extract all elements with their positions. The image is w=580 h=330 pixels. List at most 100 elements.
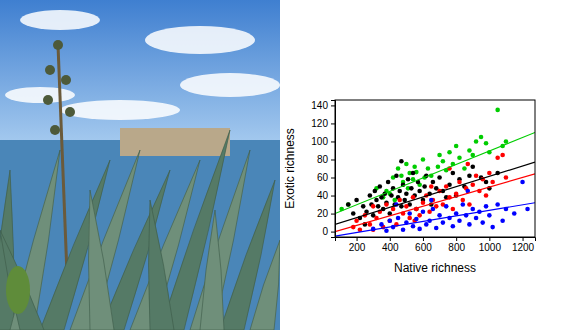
photo	[0, 0, 280, 330]
point	[407, 211, 412, 216]
point	[389, 193, 394, 198]
y-tick-label: 120	[311, 118, 328, 129]
point	[520, 180, 525, 185]
y-tick-mark	[331, 178, 335, 179]
point	[346, 202, 351, 207]
point	[441, 220, 446, 225]
point	[484, 141, 489, 146]
point	[441, 159, 446, 164]
agave-leaf	[149, 200, 175, 330]
y-tick-mark	[331, 105, 335, 106]
point	[411, 224, 416, 229]
point	[378, 184, 383, 189]
y-tick-label: 20	[317, 208, 329, 219]
x-tick: 1200	[512, 237, 535, 253]
y-axis-line	[331, 101, 336, 238]
y-tick: 40	[317, 190, 335, 201]
fit-line	[335, 174, 535, 232]
point	[401, 227, 406, 232]
flower-cluster	[43, 95, 53, 105]
cloud	[20, 10, 100, 30]
y-tick-mark	[331, 123, 335, 124]
point	[484, 193, 489, 198]
point	[384, 228, 389, 233]
flower-cluster	[65, 107, 75, 117]
point	[454, 191, 459, 196]
x-tick-label: 200	[349, 242, 366, 253]
point	[361, 204, 366, 209]
series	[346, 159, 500, 227]
agave-leaf	[0, 230, 44, 330]
y-axis-title: Exotic richness	[283, 128, 297, 209]
point	[421, 200, 426, 205]
point	[421, 157, 426, 162]
point	[461, 202, 466, 207]
point	[406, 177, 411, 182]
point	[512, 211, 517, 216]
point	[495, 155, 500, 160]
point	[394, 173, 399, 178]
y-tick: 100	[311, 136, 335, 147]
point	[465, 162, 470, 167]
point	[474, 139, 479, 144]
sea	[0, 140, 280, 330]
x-tick-mark	[423, 237, 424, 241]
point	[457, 180, 462, 185]
point	[474, 173, 479, 178]
point	[399, 173, 404, 178]
point	[421, 209, 426, 214]
point	[422, 184, 427, 189]
point	[437, 213, 442, 218]
point	[399, 159, 404, 164]
point	[474, 216, 479, 221]
point	[387, 218, 392, 223]
point	[451, 224, 456, 229]
point	[487, 213, 492, 218]
point	[371, 204, 376, 209]
x-tick-label: 1000	[479, 242, 502, 253]
cloud	[145, 26, 255, 54]
plot-frame	[335, 100, 535, 237]
point	[354, 218, 359, 223]
point	[487, 171, 492, 176]
point	[429, 198, 434, 203]
x-tick-label: 800	[448, 242, 465, 253]
point	[396, 216, 401, 221]
point	[368, 222, 373, 227]
point	[368, 193, 373, 198]
x-axis: 20040060080010001200	[336, 237, 536, 253]
point	[404, 191, 409, 196]
point	[431, 180, 436, 185]
point	[490, 225, 495, 230]
point	[412, 164, 417, 169]
y-tick-mark	[331, 141, 335, 142]
point	[457, 218, 462, 223]
point	[500, 153, 505, 158]
point	[404, 204, 409, 209]
flower-cluster	[45, 65, 55, 75]
point	[386, 180, 391, 185]
point	[417, 227, 422, 232]
point	[404, 162, 409, 167]
point	[470, 207, 475, 212]
point	[379, 222, 384, 227]
x-tick: 600	[415, 237, 432, 253]
x-axis-line	[336, 238, 536, 242]
point	[470, 164, 475, 169]
point	[426, 166, 431, 171]
point	[461, 198, 466, 203]
x-tick-mark	[523, 237, 524, 241]
x-tick-mark	[390, 237, 391, 241]
series	[339, 108, 508, 212]
y-tick: 80	[317, 154, 335, 165]
x-tick-label: 600	[415, 242, 432, 253]
point	[444, 204, 449, 209]
agave-leaf	[89, 190, 115, 330]
x-tick: 800	[448, 237, 465, 253]
point	[411, 195, 416, 200]
agave-leaf	[160, 130, 230, 330]
x-tick-mark	[456, 237, 457, 241]
cloud	[5, 87, 75, 103]
point	[437, 175, 442, 180]
point	[374, 198, 379, 203]
